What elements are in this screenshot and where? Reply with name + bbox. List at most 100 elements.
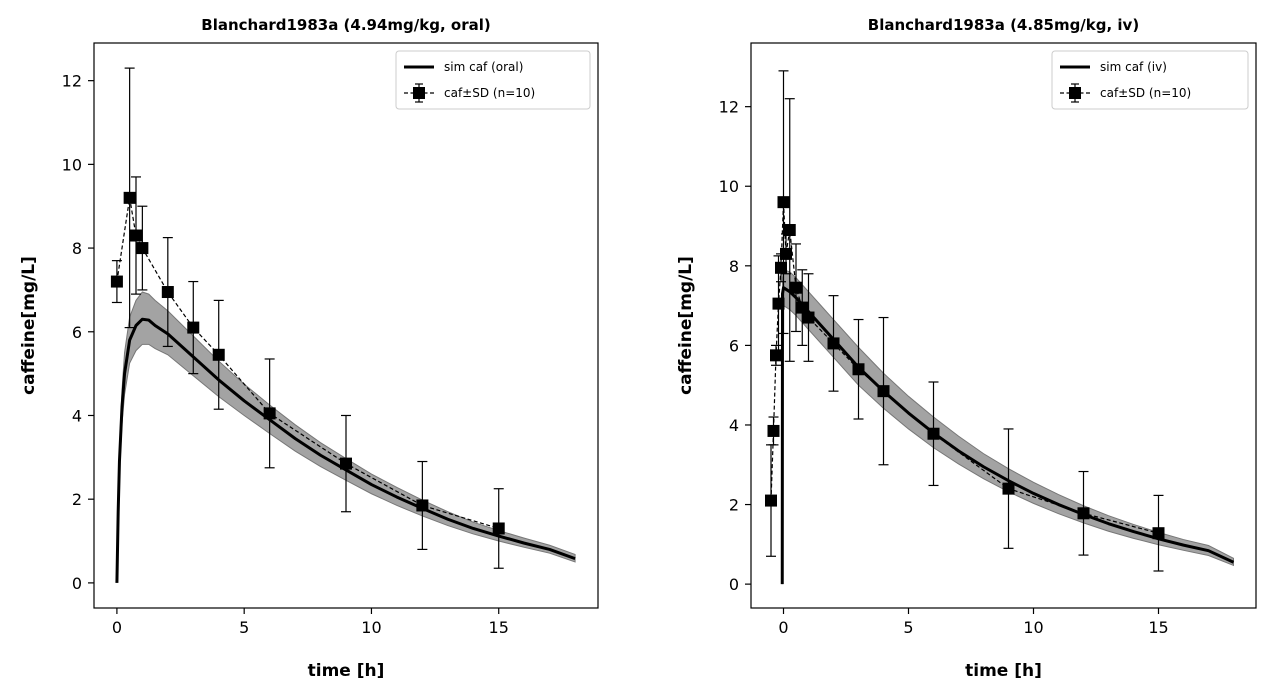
data-marker xyxy=(775,261,787,274)
sim-line xyxy=(115,317,576,583)
y-tick-label: 2 xyxy=(729,496,739,515)
chart-title: Blanchard1983a (4.94mg/kg, oral) xyxy=(201,16,490,34)
y-tick-label: 6 xyxy=(729,336,739,355)
data-point xyxy=(110,260,123,304)
data-point xyxy=(492,488,505,569)
data-point xyxy=(827,295,840,392)
data-marker xyxy=(827,337,840,350)
x-tick-label: 0 xyxy=(778,618,788,637)
y-tick-label: 12 xyxy=(62,72,82,91)
data-point xyxy=(765,444,777,557)
plot-area xyxy=(765,70,1235,585)
y-tick-label: 12 xyxy=(719,98,739,117)
data-point xyxy=(263,358,276,469)
data-marker xyxy=(1002,482,1015,495)
y-tick-label: 6 xyxy=(72,323,82,342)
axes-frame xyxy=(750,42,1257,609)
data-marker xyxy=(770,349,782,362)
y-tick-label: 2 xyxy=(72,490,82,509)
x-tick-label: 5 xyxy=(903,618,913,637)
x-tick-label: 15 xyxy=(489,618,509,637)
data-point xyxy=(340,414,352,513)
legend-sim-label: sim caf (iv) xyxy=(1100,60,1167,74)
data-marker xyxy=(780,247,792,260)
data-marker xyxy=(765,494,777,507)
data-marker xyxy=(492,522,505,535)
x-axis-label: time [h] xyxy=(965,661,1042,681)
data-point xyxy=(136,205,149,291)
sim-sd-band xyxy=(781,269,1234,585)
plot-panel-2: Blanchard1983a (4.85mg/kg, iv) time [h] ca… xyxy=(676,16,1257,681)
data-marker xyxy=(340,457,352,470)
data-marker xyxy=(852,363,865,376)
legend-sim-label: sim caf (oral) xyxy=(444,60,523,74)
y-tick-label: 8 xyxy=(72,239,82,258)
y-tick-label: 4 xyxy=(72,406,82,425)
data-point xyxy=(852,318,865,420)
legend-data-marker xyxy=(1069,87,1081,99)
data-marker xyxy=(187,321,200,334)
legend-box xyxy=(1051,50,1249,110)
axes-frame xyxy=(93,42,599,609)
data-marker xyxy=(212,348,225,361)
data-point xyxy=(1077,470,1090,556)
data-marker xyxy=(263,407,276,420)
data-marker xyxy=(161,286,174,299)
data-point xyxy=(123,67,136,329)
y-tick-label: 0 xyxy=(729,575,739,594)
data-point xyxy=(927,381,940,487)
data-point xyxy=(770,344,782,366)
data-dashed-line xyxy=(116,197,499,530)
plot-area xyxy=(110,67,576,583)
legend-data-marker xyxy=(413,87,425,99)
data-marker xyxy=(777,196,790,209)
data-point xyxy=(416,460,429,551)
data-marker xyxy=(927,427,940,440)
data-marker xyxy=(136,242,149,255)
legend-data-label: caf±SD (n=10) xyxy=(444,86,535,100)
data-marker xyxy=(767,424,780,437)
y-tick-label: 4 xyxy=(729,416,739,435)
data-dashed-line xyxy=(770,202,1159,534)
data-point xyxy=(790,243,802,333)
legend: sim caf (oral) caf±SD (n=10) xyxy=(395,50,591,110)
y-tick-label: 0 xyxy=(72,574,82,593)
data-marker xyxy=(1077,507,1090,520)
legend-box xyxy=(395,50,591,110)
data-marker xyxy=(790,281,802,294)
y-axis-label: caffeine[mg/L] xyxy=(19,256,39,395)
x-tick-label: 10 xyxy=(1023,618,1043,637)
data-marker xyxy=(416,499,429,512)
data-marker xyxy=(123,191,136,204)
x-tick-label: 0 xyxy=(112,618,122,637)
y-tick-label: 10 xyxy=(62,155,82,174)
data-point xyxy=(767,416,780,446)
x-tick-label: 15 xyxy=(1148,618,1168,637)
chart-title: Blanchard1983a (4.85mg/kg, iv) xyxy=(868,16,1139,34)
data-point xyxy=(802,273,815,362)
legend-data-label: caf±SD (n=10) xyxy=(1100,86,1191,100)
data-marker xyxy=(796,301,809,314)
data-point xyxy=(130,176,142,295)
y-tick-label: 8 xyxy=(729,257,739,276)
data-point xyxy=(1152,494,1165,572)
data-point xyxy=(796,269,809,346)
sim-line xyxy=(780,286,1235,585)
x-tick-label: 10 xyxy=(361,618,381,637)
legend: sim caf (iv) caf±SD (n=10) xyxy=(1051,50,1249,110)
data-marker xyxy=(1152,527,1165,540)
data-marker xyxy=(772,297,785,310)
y-axis-label: caffeine[mg/L] xyxy=(676,256,696,395)
data-marker xyxy=(877,385,890,398)
data-marker xyxy=(802,311,815,324)
x-tick-label: 5 xyxy=(239,618,249,637)
data-point xyxy=(187,280,200,375)
data-point xyxy=(161,237,174,348)
data-point xyxy=(1002,428,1015,549)
data-point xyxy=(877,316,890,466)
data-point xyxy=(777,70,790,335)
data-marker xyxy=(110,275,123,288)
data-marker xyxy=(783,224,796,237)
y-tick-label: 10 xyxy=(719,177,739,196)
